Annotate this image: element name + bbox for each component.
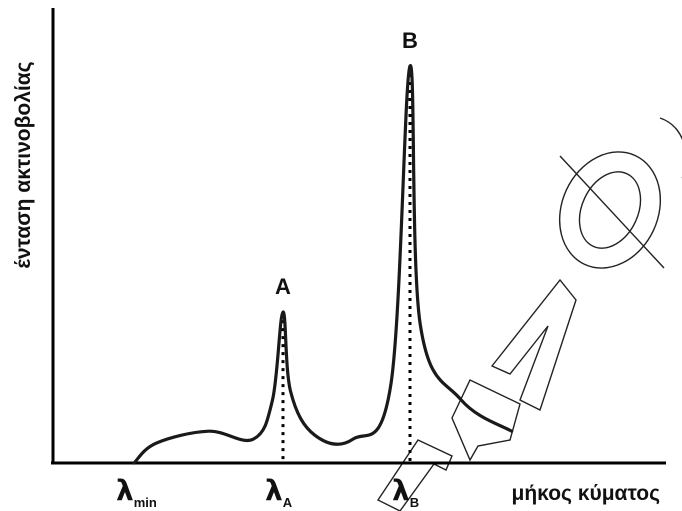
tick-label-lambda-b: λB [392,474,419,510]
tick-label-lambda-min: λmin [116,474,157,510]
watermark-stamp [376,117,682,511]
tick-subscript: A [283,495,293,510]
y-axis-title: ένταση ακτινοβολίας [12,61,35,268]
drop-lines [281,74,412,463]
spectrum-curve [132,64,514,465]
x-tick-labels: λmin λA λB [116,474,419,510]
tick-symbol: λ [392,474,410,507]
x-axis-title: μήκος κύματος [512,482,661,505]
tick-subscript: B [410,495,419,510]
tick-symbol: λ [265,474,283,507]
axes [51,8,666,465]
tick-label-lambda-a: λA [265,474,293,510]
tick-symbol: λ [116,474,134,507]
peak-label-b: B [402,28,418,53]
tick-subscript: min [134,495,157,510]
peak-label-a: A [275,274,291,299]
